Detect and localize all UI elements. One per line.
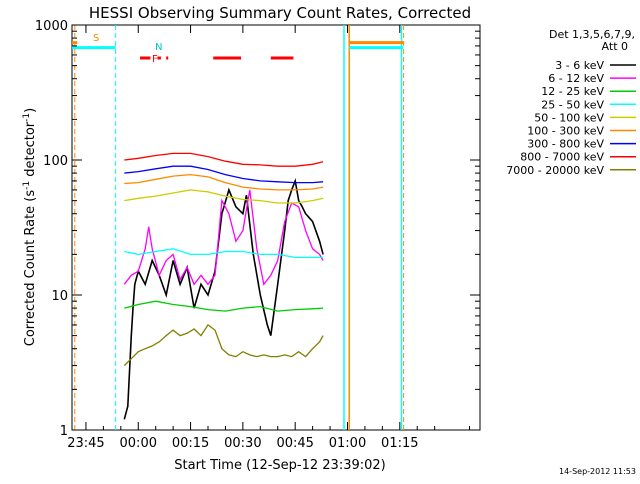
x-tick-label-3: 00:30: [224, 436, 261, 451]
chart-title: HESSI Observing Summary Count Rates, Cor…: [89, 4, 471, 22]
x-tick-label-5: 01:00: [329, 436, 366, 451]
legend-header-line1: Det 1,3,5,6,7,9,: [549, 28, 635, 41]
legend-label-100-300-kev: 100 - 300 keV: [527, 125, 604, 138]
legend-label-800-7000-kev: 800 - 7000 keV: [520, 151, 604, 164]
series-line-300-800-kev: [124, 165, 324, 184]
legend-label-50-100-kev: 50 - 100 keV: [534, 111, 604, 124]
series-line-6-12-kev: [123, 189, 324, 286]
vertical-marker-lines: [74, 25, 405, 430]
y-label-sup1: -1: [22, 181, 32, 190]
y-tick-label-2: 100: [43, 154, 68, 169]
legend-label-6-12-kev: 6 - 12 keV: [548, 72, 604, 85]
y-label-part3: ): [23, 108, 38, 113]
x-tick-label-4: 00:45: [276, 436, 313, 451]
y-label-sup2: -1: [22, 113, 32, 122]
x-tick-label-1: 00:00: [120, 436, 157, 451]
marker-s-label: S: [93, 33, 99, 44]
y-axis-label: Corrected Count Rate (s-1 detector-1): [22, 108, 38, 346]
marker-f-label: F: [152, 54, 158, 65]
y-axis-ticks: 1 10 100 1000: [35, 19, 480, 439]
legend-label-7000-20000-kev: 7000 - 20000 keV: [506, 164, 604, 177]
plot-frame: [71, 24, 481, 431]
marker-n-label: N: [155, 42, 162, 53]
y-label-part1: Corrected Count Rate (s: [23, 190, 38, 347]
x-tick-label-6: 01:15: [381, 436, 418, 451]
y-label-part2: detector: [23, 121, 38, 181]
legend-label-300-800-kev: 300 - 800 keV: [527, 138, 604, 151]
x-axis-label: Start Time (12-Sep-12 23:39:02): [174, 458, 385, 473]
legend-label-25-50-kev: 25 - 50 keV: [541, 98, 604, 111]
series-line-3-6-kev: [123, 177, 324, 420]
series-line-800-7000-kev: [124, 152, 324, 167]
y-tick-label-1: 10: [51, 289, 68, 304]
series-line-7000-20000-kev: [123, 323, 324, 367]
legend-label-3-6-kev: 3 - 6 keV: [555, 59, 604, 72]
top-marker-bars: [72, 41, 404, 60]
y-tick-label-0: 1: [60, 424, 68, 439]
x-tick-label-2: 00:15: [172, 436, 209, 451]
series-line-12-25-kev: [124, 300, 324, 312]
legend-header-line2: Att 0: [602, 40, 628, 53]
series-line-100-300-kev: [124, 173, 324, 191]
timestamp: 14-Sep-2012 11:53: [559, 467, 636, 476]
x-tick-label-0: 23:45: [67, 436, 104, 451]
legend-label-12-25-kev: 12 - 25 keV: [541, 85, 604, 98]
series-line-50-100-kev: [124, 189, 324, 204]
series-group: [123, 152, 324, 420]
y-tick-label-3: 1000: [35, 19, 68, 34]
x-axis-ticks: 23:45 00:00 00:15 00:30 00:45 01:00 01:15: [67, 25, 471, 451]
series-line-25-50-kev: [124, 248, 324, 259]
